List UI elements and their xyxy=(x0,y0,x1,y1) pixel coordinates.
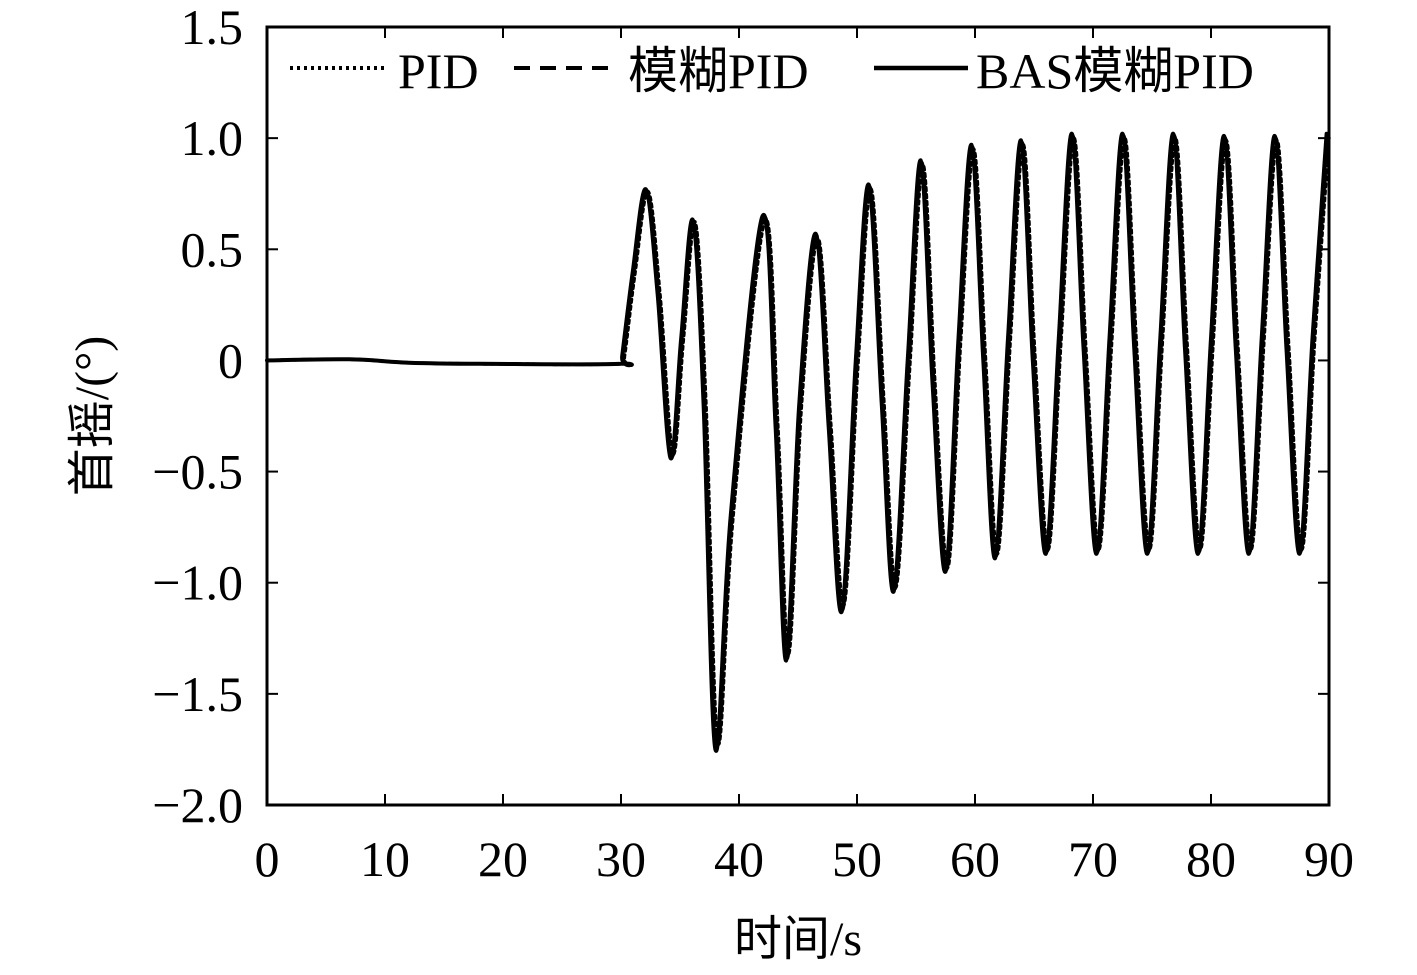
legend-label-0: PID xyxy=(398,43,479,99)
y-tick-label: 0 xyxy=(218,332,243,388)
y-tick-label: −1.5 xyxy=(152,666,243,722)
x-axis-label: 时间/s xyxy=(734,913,862,966)
legend-label-2: BAS模糊PID xyxy=(976,43,1254,99)
plot-area-frame xyxy=(265,25,1331,807)
series-line-2 xyxy=(265,131,1329,753)
y-tick-label: 0.5 xyxy=(181,221,244,277)
x-tick-label: 40 xyxy=(714,831,764,887)
legend-label-1: 模糊PID xyxy=(628,43,809,99)
x-tick-label: 70 xyxy=(1068,831,1118,887)
x-tick-label: 60 xyxy=(950,831,1000,887)
legend: PID 模糊PID BAS模糊PID xyxy=(290,43,1254,99)
x-tick-label: 90 xyxy=(1304,831,1354,887)
series-layer xyxy=(265,131,1331,753)
series-line-0 xyxy=(265,136,1331,747)
y-tick-label: 1.5 xyxy=(181,0,244,55)
x-tick-label: 50 xyxy=(832,831,882,887)
y-tick-label: −0.5 xyxy=(152,444,243,500)
axis-ticks: 0 10 20 30 40 50 60 70 80 90 1.5 1.0 0.5 0 −0.5 −1.0 −1.… xyxy=(152,0,1354,887)
x-tick-label: 80 xyxy=(1186,831,1236,887)
x-tick-label: 0 xyxy=(255,831,280,887)
y-tick-label: 1.0 xyxy=(181,110,244,166)
y-tick-label: −1.0 xyxy=(152,555,243,611)
y-axis-label: 首摇/(°) xyxy=(66,336,119,497)
x-tick-label: 30 xyxy=(596,831,646,887)
x-tick-label: 20 xyxy=(478,831,528,887)
x-tick-label: 10 xyxy=(360,831,410,887)
y-tick-label: −2.0 xyxy=(152,777,243,833)
